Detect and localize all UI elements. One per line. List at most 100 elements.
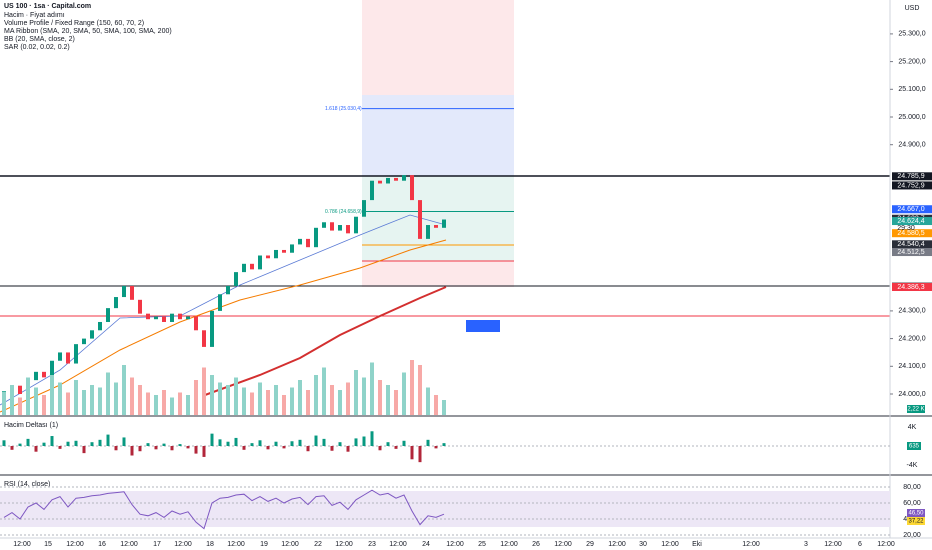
time-tick-label: 26 [532,541,540,548]
panel-title: Hacim Deltası (1) [4,422,58,429]
delta-bar [42,442,46,446]
candle [442,219,446,228]
candle [18,385,22,394]
candle [202,330,206,347]
delta-bar [170,446,174,451]
volume-bar [266,390,270,415]
volume-bar [138,385,142,415]
volume-bar [234,377,238,415]
candle [154,316,158,320]
volume-bar [170,397,174,415]
volume-bar [410,360,414,415]
volume-bar [226,385,230,415]
volume-bar [34,387,38,415]
delta-badge [907,442,921,450]
time-tick-label: 18 [206,541,214,548]
panel-title: RSI (14, close) [4,481,50,488]
delta-bar [402,440,406,446]
sma-200 [204,286,447,396]
price-badge [892,217,932,226]
price-badge [892,205,932,214]
candle [234,272,238,286]
sma-50 [0,214,447,406]
delta-bar [370,431,374,446]
delta-current: 635 [909,444,920,450]
delta-bar [106,434,110,446]
volume-bar [426,387,430,415]
volume-bar [330,385,334,415]
price-badge-label: 24.785,9 [897,173,924,180]
price-badge-label: 24.540,4 [897,241,924,248]
time-tick-label: 15 [44,541,52,548]
indicator-legend: SAR (0.02, 0.02, 0.2) [4,44,70,51]
volume-bar [370,362,374,415]
candle [58,352,62,361]
stop-zone [362,261,514,287]
volume-bar [82,390,86,415]
time-tick-label: 29 [586,541,594,548]
candle [386,177,390,184]
time-tick-label: 3 [804,541,808,548]
delta-bar [442,443,446,446]
rsi-current: 46,50 [908,511,924,517]
volume-bar [26,377,30,415]
time-tick-label: 12:00 [389,541,407,548]
time-tick-label: 12:00 [877,541,895,548]
delta-bar [258,440,262,446]
volume-bar [194,380,198,415]
time-tick-label: 12:00 [174,541,192,548]
price-badge-label: 24.386,3 [897,284,924,291]
volume-bar [242,387,246,415]
delta-bar [410,446,414,460]
time-tick-label: 12:00 [227,541,245,548]
delta-bar [26,438,30,446]
candle [274,249,278,259]
volume-bar [42,395,46,415]
candle [82,338,86,345]
price-tick-label: 24.900,0 [898,142,925,149]
candle [66,352,70,364]
volume-bar [10,385,14,415]
delta-bar [82,446,86,454]
sma-100 [0,239,447,413]
candle [178,313,182,320]
delta-bar [50,436,54,446]
time-tick-label: 12:00 [66,541,84,548]
candle [106,308,110,322]
volume-bar [218,382,222,415]
candle [426,225,430,239]
volume-badge [907,405,925,413]
candle [298,238,302,245]
time-tick-label: 25 [478,541,486,548]
delta-bar [226,441,230,446]
volume-bar [362,377,366,415]
entry-zone [362,176,514,261]
candle [242,263,246,273]
candle [266,255,270,259]
volume-bar [386,385,390,415]
rsi-tick-label: 60,00 [903,500,921,507]
volume-bar [98,387,102,415]
time-tick-label: 12:00 [446,541,464,548]
price-tick-label: 25.300,0 [898,31,925,38]
candle [434,225,438,228]
time-tick-label: 12:00 [824,541,842,548]
time-tick-label: 12:00 [335,541,353,548]
delta-bar [202,446,206,457]
rsi-tick-label: 20,00 [903,532,921,539]
delta-tick-label: 4K [908,424,917,431]
volume-bar [378,380,382,415]
volume-bar [434,395,438,415]
volume-bar [210,375,214,415]
fib-zone [362,95,514,176]
alert-box[interactable] [466,320,500,332]
price-tick-label: 24.200,0 [898,335,925,342]
rsi-line [3,489,445,530]
rsi-signal: 37,22 [908,519,924,525]
candle [282,249,286,253]
delta-bar [186,446,190,449]
delta-bar [266,446,270,450]
volume-bar [274,385,278,415]
delta-bar [146,443,150,446]
candle [402,175,406,181]
